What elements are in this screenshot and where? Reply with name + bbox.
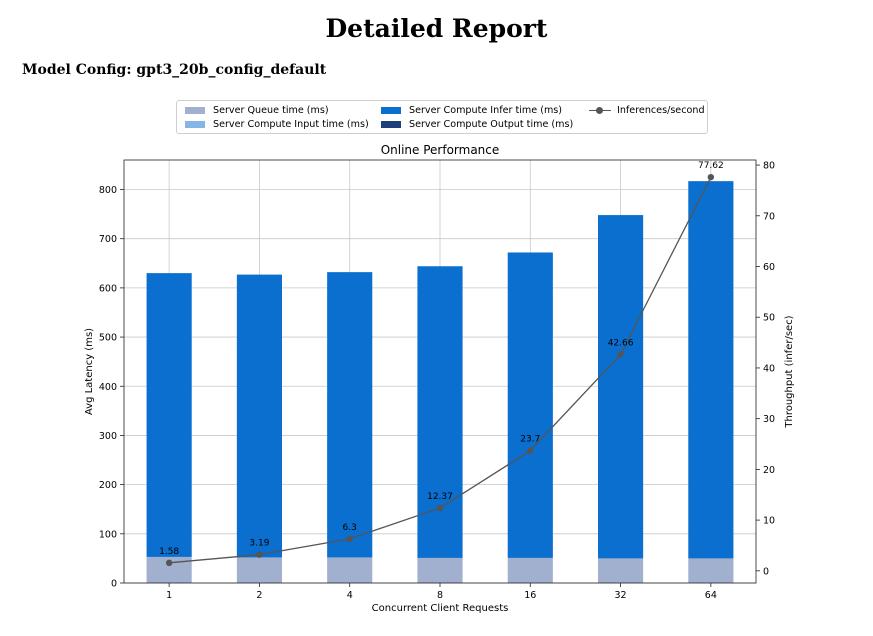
- legend-label-infer: Server Compute Infer time (ms): [409, 105, 563, 116]
- y2-tick-label: 20: [763, 465, 775, 476]
- legend-swatch-output: [381, 121, 401, 128]
- y2-tick-label: 50: [763, 313, 775, 324]
- throughput-value-label: 1.58: [159, 547, 179, 557]
- x-axis-label: Concurrent Client Requests: [372, 603, 509, 614]
- legend-swatch-input: [185, 121, 205, 128]
- x-tick-label: 4: [347, 590, 353, 601]
- throughput-value-label: 77.62: [698, 161, 724, 171]
- throughput-point: [436, 504, 444, 512]
- legend-label-input: Server Compute Input time (ms): [213, 119, 369, 130]
- model-config-heading: Model Config: gpt3_20b_config_default: [22, 62, 327, 78]
- y-tick-label: 500: [99, 333, 117, 344]
- y-tick-label: 0: [111, 579, 117, 590]
- y-tick-label: 300: [99, 431, 117, 442]
- y2-axis-label: Throughput (infer/sec): [784, 315, 795, 428]
- throughput-value-label: 12.37: [427, 492, 453, 502]
- bar-infer: [236, 274, 282, 558]
- throughput-point: [527, 447, 534, 454]
- y2-tick-label: 40: [763, 363, 775, 374]
- throughput-line: [165, 173, 715, 567]
- x-tick-label: 16: [524, 590, 536, 601]
- legend-item-infer: Server Compute Infer time (ms): [381, 105, 562, 116]
- bar-infer: [598, 215, 644, 559]
- bar-infer: [146, 273, 192, 557]
- legend-label-queue: Server Queue time (ms): [213, 105, 329, 116]
- legend-item-output: Server Compute Output time (ms): [381, 119, 573, 130]
- chart-title: Online Performance: [381, 143, 500, 157]
- x-tick-label: 1: [166, 590, 172, 601]
- report-title: Detailed Report: [325, 14, 548, 43]
- legend-label-output: Server Compute Output time (ms): [409, 119, 574, 130]
- bar-queue: [688, 558, 734, 583]
- y2-tick-label: 60: [763, 262, 775, 273]
- bar-infer: [327, 272, 373, 558]
- bar-queue: [598, 558, 644, 583]
- y-tick-label: 600: [99, 283, 117, 294]
- bar-infer: [507, 252, 553, 558]
- legend-swatch-infer: [381, 107, 401, 114]
- bar-infer: [688, 181, 734, 559]
- throughput-point: [707, 173, 715, 181]
- bar-infer: [417, 266, 463, 558]
- x-tick-label: 2: [256, 590, 262, 601]
- y2-tick-label: 30: [763, 414, 775, 425]
- throughput-value-label: 23.7: [520, 435, 540, 445]
- throughput-point: [256, 551, 263, 558]
- legend-swatch-queue: [185, 107, 205, 114]
- throughput-labels: 1.58 3.19 6.3 12.37 23.7 42.66 77.62: [159, 161, 724, 557]
- throughput-value-label: 3.19: [249, 539, 269, 549]
- y-tick-label: 700: [99, 234, 117, 245]
- chart-legend: Server Queue time (ms) Server Compute In…: [176, 100, 708, 134]
- y2-tick-label: 10: [763, 516, 775, 527]
- y-axis-label: Avg Latency (ms): [84, 328, 95, 415]
- bar-queue: [236, 557, 282, 583]
- y-tick-label: 100: [99, 529, 117, 540]
- axes: 0 100 200 300 400 500 600 700 800 0 10 20 30 40 50 60 70…: [99, 161, 775, 601]
- x-tick-label: 32: [615, 590, 627, 601]
- legend-item-throughput: Inferences/second: [589, 105, 705, 116]
- y2-tick-label: 0: [763, 566, 769, 577]
- throughput-value-label: 6.3: [343, 523, 357, 533]
- bar-queue: [327, 557, 373, 583]
- bar-queue: [507, 557, 553, 583]
- y-tick-label: 400: [99, 382, 117, 393]
- x-tick-label: 8: [437, 590, 443, 601]
- throughput-point: [346, 535, 353, 543]
- throughput-point: [165, 559, 173, 567]
- legend-line-icon: [589, 106, 611, 115]
- bar-queue: [417, 557, 463, 583]
- y2-tick-label: 80: [763, 161, 775, 172]
- throughput-value-label: 42.66: [608, 338, 634, 348]
- legend-label-throughput: Inferences/second: [617, 105, 705, 116]
- y2-tick-label: 70: [763, 211, 775, 222]
- legend-item-queue: Server Queue time (ms): [185, 105, 329, 116]
- x-tick-label: 64: [705, 590, 717, 601]
- y-tick-label: 200: [99, 480, 117, 491]
- legend-item-input: Server Compute Input time (ms): [185, 119, 369, 130]
- y-tick-label: 800: [99, 185, 117, 196]
- throughput-point: [617, 351, 624, 358]
